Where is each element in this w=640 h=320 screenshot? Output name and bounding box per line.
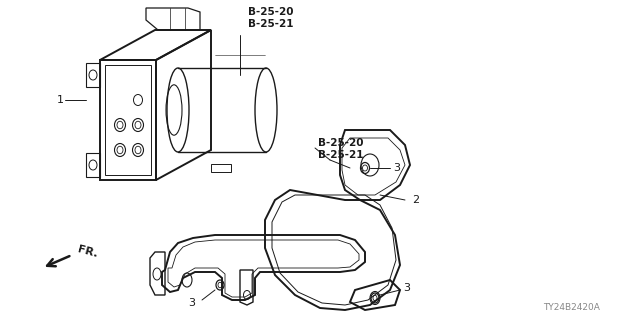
Text: B-25-21: B-25-21 bbox=[248, 19, 294, 29]
Text: TY24B2420A: TY24B2420A bbox=[543, 303, 600, 312]
Text: 2: 2 bbox=[412, 195, 419, 205]
Text: 3: 3 bbox=[403, 283, 410, 293]
Text: FR.: FR. bbox=[76, 244, 99, 260]
Text: 1: 1 bbox=[56, 95, 63, 105]
Text: 3: 3 bbox=[393, 163, 400, 173]
Text: 3: 3 bbox=[189, 298, 195, 308]
Text: B-25-20: B-25-20 bbox=[318, 138, 364, 148]
Text: B-25-21: B-25-21 bbox=[318, 150, 364, 160]
Text: B-25-20: B-25-20 bbox=[248, 7, 294, 17]
